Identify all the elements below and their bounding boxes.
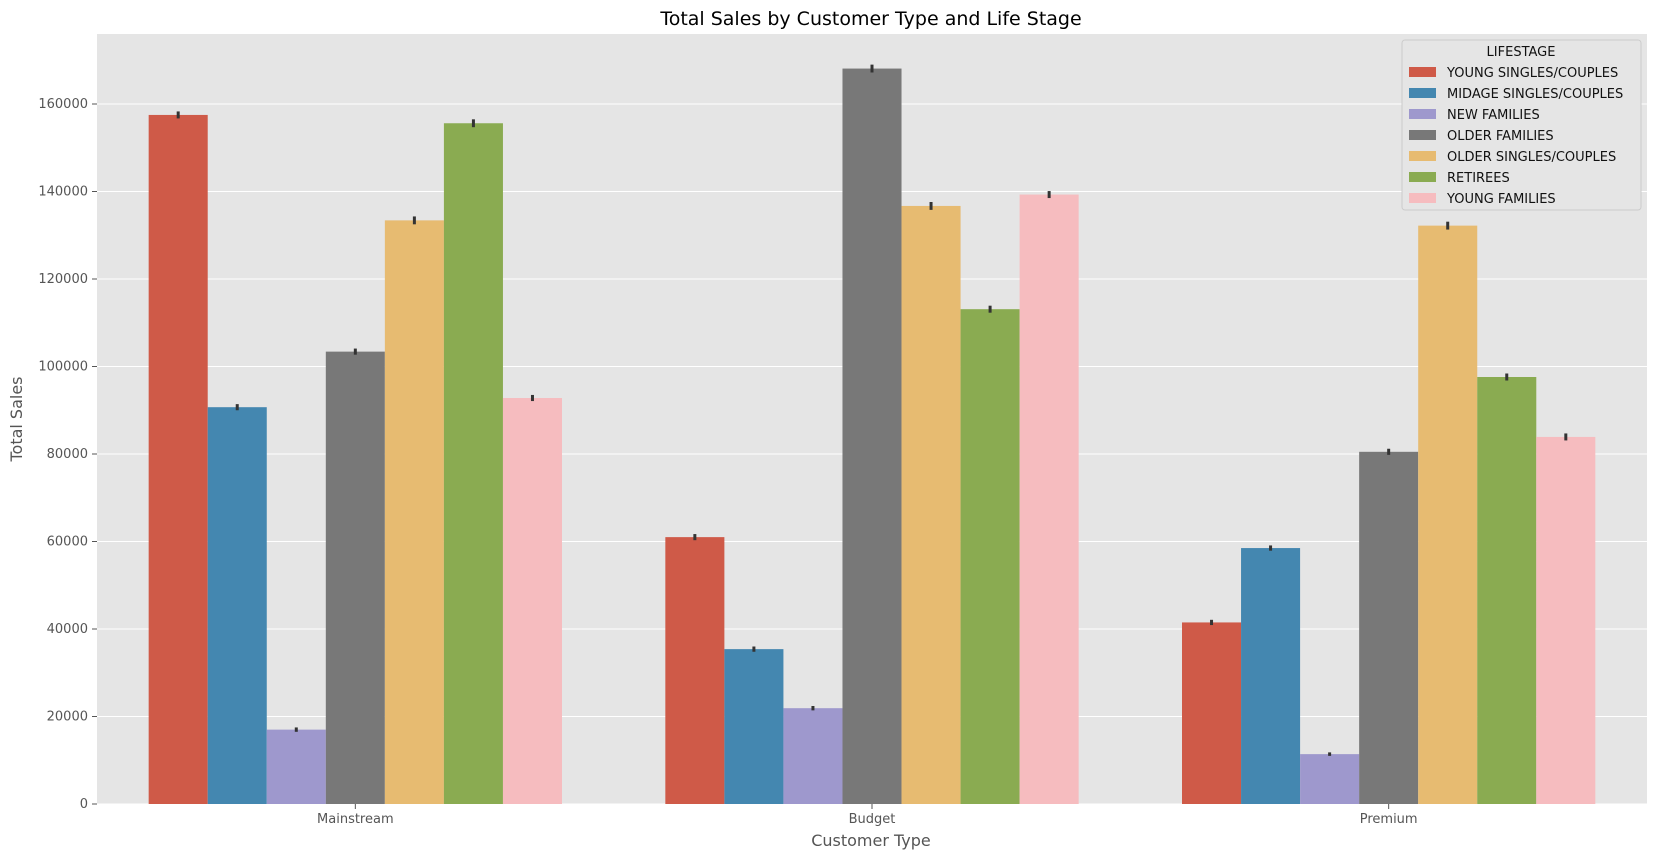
y-tick-label: 40000: [47, 622, 88, 637]
bar: [901, 205, 961, 804]
bar: [1536, 436, 1596, 804]
bar: [724, 649, 784, 804]
legend-swatch: [1409, 130, 1436, 140]
bar: [1418, 225, 1478, 804]
bar: [842, 68, 902, 804]
legend-label: NEW FAMILIES: [1447, 108, 1540, 123]
bars: [148, 68, 1596, 804]
bar: [1359, 451, 1419, 804]
bar: [325, 351, 385, 804]
legend-swatch: [1409, 172, 1436, 182]
error-bars: [176, 64, 1568, 756]
legend-label: YOUNG SINGLES/COUPLES: [1446, 66, 1618, 81]
chart-title: Total Sales by Customer Type and Life St…: [659, 8, 1081, 30]
bar: [1477, 377, 1537, 804]
legend-title: LIFESTAGE: [1487, 45, 1556, 60]
y-tick-label: 0: [80, 797, 88, 812]
y-tick-label: 140000: [38, 185, 88, 200]
y-tick-label: 60000: [47, 535, 88, 550]
x-axis-title: Customer Type: [811, 831, 931, 850]
legend-swatch: [1409, 109, 1436, 119]
bar: [960, 309, 1020, 804]
x-tick-label: Premium: [1360, 812, 1418, 827]
legend-label: MIDAGE SINGLES/COUPLES: [1447, 87, 1623, 102]
bar: [1019, 194, 1079, 804]
x-tick-label: Budget: [849, 812, 896, 827]
x-tick-label: Mainstream: [317, 812, 394, 827]
bar: [384, 220, 444, 804]
legend-label: YOUNG FAMILIES: [1446, 192, 1556, 207]
y-tick-label: 160000: [38, 97, 88, 112]
bar: [148, 114, 208, 804]
legend-box: [1401, 39, 1642, 211]
legend-swatch: [1409, 88, 1436, 98]
legend-label: OLDER FAMILIES: [1447, 129, 1554, 144]
legend-label: OLDER SINGLES/COUPLES: [1447, 150, 1616, 165]
legend-swatch: [1409, 67, 1436, 77]
y-tick-label: 20000: [47, 710, 88, 725]
y-tick-label: 120000: [38, 272, 88, 287]
y-axis-title: Total Sales: [7, 376, 26, 462]
legend-swatch: [1409, 193, 1436, 203]
bar: [783, 708, 843, 804]
bar: [502, 398, 562, 804]
y-tick-label: 80000: [47, 447, 88, 462]
y-tick-label: 100000: [38, 360, 88, 375]
bar: [207, 407, 267, 804]
legend-swatch: [1409, 151, 1436, 161]
bar: [665, 537, 725, 804]
y-axis: 0 20000 40000 60000 80000 100000 120000 140000 1…: [38, 97, 97, 812]
bar: [443, 123, 503, 804]
legend-label: RETIREES: [1447, 171, 1510, 186]
bar: [266, 729, 326, 804]
x-axis: Mainstream Budget Premium: [317, 804, 1418, 827]
bar: [1241, 548, 1301, 804]
legend: LIFESTAGE YOUNG SINGLES/COUPLES MIDAGE SI…: [1401, 39, 1642, 211]
bar: [1300, 754, 1360, 804]
bar: [1182, 622, 1242, 804]
